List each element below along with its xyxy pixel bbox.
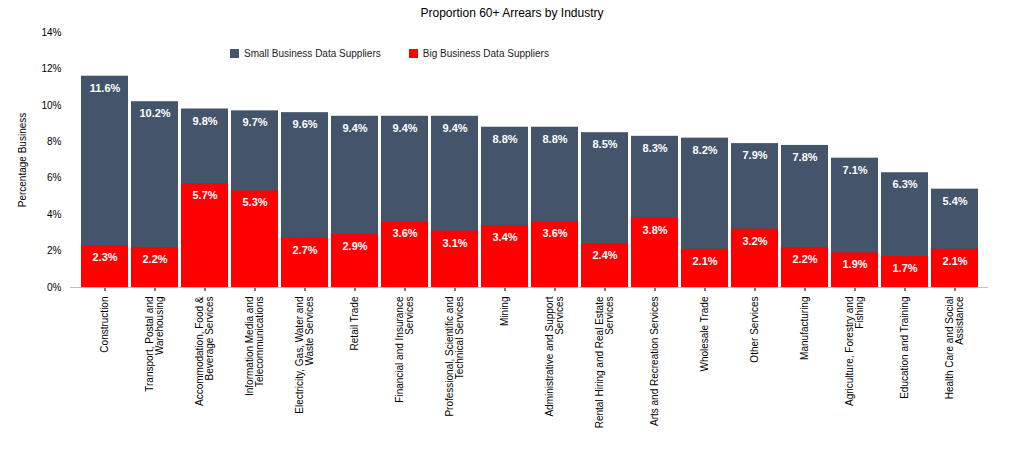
svg-text:Construction: Construction [99, 297, 110, 353]
svg-text:Accommodation, Food &Beverage: Accommodation, Food &Beverage Services [194, 296, 215, 406]
svg-text:8.8%: 8.8% [542, 133, 567, 145]
svg-text:0%: 0% [47, 282, 62, 293]
svg-text:Financial and InsuranceService: Financial and InsuranceServices [394, 296, 415, 403]
svg-text:3.6%: 3.6% [542, 227, 567, 239]
svg-text:9.4%: 9.4% [342, 122, 367, 134]
svg-text:Mining: Mining [499, 297, 510, 326]
svg-text:Manufacturing: Manufacturing [799, 297, 810, 360]
svg-text:2.1%: 2.1% [692, 255, 717, 267]
html-text:Proportion 60+ Arrears by Indu: Proportion 60+ Arrears by Industry [420, 6, 604, 20]
svg-text:12%: 12% [41, 63, 61, 74]
svg-text:5.7%: 5.7% [192, 189, 217, 201]
svg-text:3.8%: 3.8% [642, 224, 667, 236]
svg-text:2.3%: 2.3% [92, 251, 117, 263]
svg-text:9.4%: 9.4% [442, 122, 467, 134]
svg-text:2.4%: 2.4% [592, 249, 617, 261]
svg-text:Agriculture, Forestry andFishi: Agriculture, Forestry andFishing [844, 297, 865, 407]
svg-text:9.7%: 9.7% [242, 116, 267, 128]
svg-text:7.8%: 7.8% [792, 151, 817, 163]
svg-text:Electricity, Gas, Water andWas: Electricity, Gas, Water andWaste Service… [294, 297, 315, 414]
svg-text:2.7%: 2.7% [292, 244, 317, 256]
svg-text:8.2%: 8.2% [692, 144, 717, 156]
svg-text:11.6%: 11.6% [90, 82, 121, 94]
svg-text:6%: 6% [47, 172, 62, 183]
svg-text:2.9%: 2.9% [342, 240, 367, 252]
svg-text:Arts and Recreation Services: Arts and Recreation Services [649, 297, 660, 427]
svg-text:6.3%: 6.3% [892, 178, 917, 190]
svg-text:Health Care and SocialAssistan: Health Care and SocialAssistance [944, 296, 965, 399]
svg-text:2%: 2% [47, 245, 62, 256]
svg-text:Professional, Scientific andTe: Professional, Scientific andTechnical Se… [444, 297, 465, 417]
svg-text:9.8%: 9.8% [192, 115, 217, 127]
svg-text:2.2%: 2.2% [142, 253, 167, 265]
svg-text:8.3%: 8.3% [642, 142, 667, 154]
svg-text:2.1%: 2.1% [942, 255, 967, 267]
svg-text:3.4%: 3.4% [492, 231, 517, 243]
svg-text:Transport, Postal andWarehousi: Transport, Postal andWarehousing [144, 297, 165, 392]
svg-text:5.3%: 5.3% [242, 196, 267, 208]
svg-text:1.7%: 1.7% [892, 262, 917, 274]
svg-text:Retail Trade: Retail Trade [349, 296, 360, 350]
svg-text:8.8%: 8.8% [492, 133, 517, 145]
svg-text:8.5%: 8.5% [592, 138, 617, 150]
html-text:Big Business Data Suppliers: Big Business Data Suppliers [422, 48, 549, 59]
svg-text:8%: 8% [47, 136, 62, 147]
svg-text:9.4%: 9.4% [392, 122, 417, 134]
svg-text:Administrative and SupportServ: Administrative and SupportServices [544, 296, 565, 416]
svg-text:3.2%: 3.2% [742, 235, 767, 247]
html-text:Small Business Data Suppliers: Small Business Data Suppliers [244, 48, 381, 59]
svg-text:1.9%: 1.9% [842, 258, 867, 270]
svg-text:3.1%: 3.1% [442, 237, 467, 249]
svg-text:5.4%: 5.4% [942, 195, 967, 207]
svg-text:Percentage Business: Percentage Business [17, 113, 28, 208]
svg-text:Education and Training: Education and Training [899, 297, 910, 399]
svg-text:10%: 10% [41, 100, 61, 111]
svg-text:4%: 4% [47, 209, 62, 220]
svg-text:9.6%: 9.6% [292, 118, 317, 130]
svg-text:2.2%: 2.2% [792, 253, 817, 265]
svg-text:3.6%: 3.6% [392, 227, 417, 239]
svg-text:Information Media andTelecommu: Information Media andTelecommunications [244, 297, 265, 397]
svg-text:7.9%: 7.9% [742, 149, 767, 161]
svg-text:10.2%: 10.2% [139, 107, 170, 119]
svg-text:Wholesale Trade: Wholesale Trade [699, 296, 710, 371]
svg-text:Rental Hiring and Real EstateS: Rental Hiring and Real EstateServices [594, 296, 615, 428]
svg-text:14%: 14% [41, 27, 61, 38]
svg-text:Other Services: Other Services [749, 297, 760, 363]
svg-text:7.1%: 7.1% [842, 164, 867, 176]
